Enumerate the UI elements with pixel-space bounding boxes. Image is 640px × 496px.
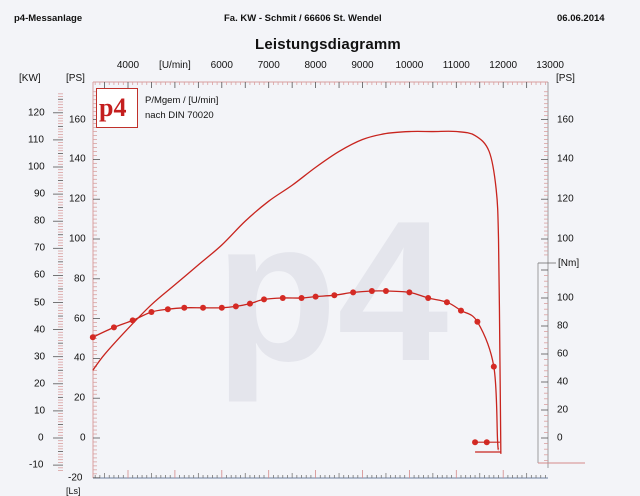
ps-tick-label-left: 0 [80, 432, 86, 444]
torque-data-point [129, 317, 136, 324]
torque-data-point [279, 295, 286, 301]
x-tick-label: 11000 [442, 60, 470, 71]
kw-unit-label: [KW] [19, 73, 41, 84]
ps-tick-label-right: 160 [557, 114, 574, 126]
x-tick-label: 9000 [351, 60, 374, 71]
kw-tick-label: 100 [28, 161, 45, 173]
kw-tick-label: 30 [34, 351, 46, 363]
kw-tick-label: 20 [34, 378, 46, 390]
legend-line-1: P/Mgem / [U/min] [145, 95, 219, 106]
legend-logo-box: p4 [96, 88, 138, 128]
torque-data-point [382, 288, 389, 294]
torque-data-point [350, 289, 357, 296]
x-tick-label: 13000 [536, 60, 564, 71]
ps-tick-label-left: 20 [74, 392, 86, 404]
legend-line-2: nach DIN 70020 [145, 110, 214, 121]
torque-data-point [474, 318, 481, 325]
torque-data-point [110, 324, 117, 331]
ps-tick-label-left: 100 [69, 233, 86, 245]
ps-tick-label-left: 80 [74, 273, 86, 285]
torque-data-point [331, 292, 338, 299]
torque-data-point [368, 288, 375, 294]
torque-data-point [232, 303, 239, 310]
nm-tick-label: 40 [557, 376, 569, 388]
torque-data-point [298, 295, 305, 301]
ps-tick-label-right: 100 [557, 233, 574, 245]
kw-tick-label: -10 [29, 459, 44, 471]
ps-tick-label-left: 140 [69, 153, 86, 165]
torque-data-point [89, 334, 96, 341]
kw-tick-label: 50 [34, 297, 46, 308]
torque-data-point [246, 300, 253, 307]
nm-unit-label: [Nm] [558, 258, 580, 269]
nm-tick-label: 80 [557, 320, 569, 332]
nm-tick-label: 100 [557, 292, 574, 304]
ps-tick-label-right: 120 [557, 193, 574, 205]
torque-data-point [425, 295, 432, 301]
torque-data-point [312, 293, 319, 300]
x-tick-label: 10000 [395, 60, 424, 71]
kw-tick-label: 40 [34, 324, 46, 336]
torque-data-point [443, 299, 450, 306]
ps-unit-label-left: [PS] [66, 73, 85, 84]
ps-tick-label-left: 120 [69, 193, 86, 205]
nm-tick-label: 0 [557, 432, 563, 444]
header-customer: Fa. KW - Schmit / 66606 St. Wendel [224, 13, 382, 24]
kw-tick-label: 110 [28, 134, 44, 146]
x-tick-label: [U/min] [159, 60, 191, 71]
torque-data-point [457, 307, 464, 314]
ps-tick-label-left: 60 [74, 313, 86, 325]
kw-tick-label: 70 [34, 242, 46, 254]
x-tick-label: 4000 [116, 60, 140, 71]
x-tick-label: 7000 [257, 60, 280, 71]
kw-tick-label: 0 [38, 432, 44, 444]
nm-tick-label: 20 [557, 404, 569, 416]
header-date: 06.06.2014 [557, 13, 605, 24]
x-tick-label: 6000 [210, 60, 233, 71]
p4-logo-icon: p4 [99, 93, 127, 122]
chart-title: Leistungsdiagramm [255, 36, 401, 53]
torque-data-point [181, 304, 188, 311]
torque-data-point [406, 289, 413, 296]
kw-tick-label: 10 [34, 405, 46, 417]
kw-tick-label: 120 [28, 107, 45, 119]
ps-tick-label-right: 140 [557, 153, 574, 165]
torque-data-point [261, 296, 268, 303]
torque-data-point [164, 306, 171, 313]
header-left-station: p4-Messanlage [14, 13, 83, 24]
kw-tick-label: 80 [34, 215, 46, 227]
torque-data-point [490, 363, 497, 370]
torque-data-point [200, 304, 207, 311]
ps-unit-label-right: [PS] [556, 73, 575, 84]
torque-data-point [218, 304, 225, 311]
nm-tick-label: 60 [557, 348, 569, 360]
kw-tick-label: 90 [34, 188, 46, 200]
kw-tick-label: 60 [34, 269, 46, 281]
x-tick-label: 8000 [304, 60, 327, 71]
torque-data-point [148, 309, 155, 315]
x-tick-label: 12000 [489, 60, 518, 71]
ps-tick-label-left: 160 [69, 114, 86, 126]
ls-unit-label: [Ls] [66, 486, 81, 496]
p4-watermark: p4 [215, 180, 448, 403]
ps-tick-label-left: 40 [74, 352, 86, 364]
power-curve [92, 130, 502, 454]
ps-tick-label-left: -20 [68, 472, 83, 484]
